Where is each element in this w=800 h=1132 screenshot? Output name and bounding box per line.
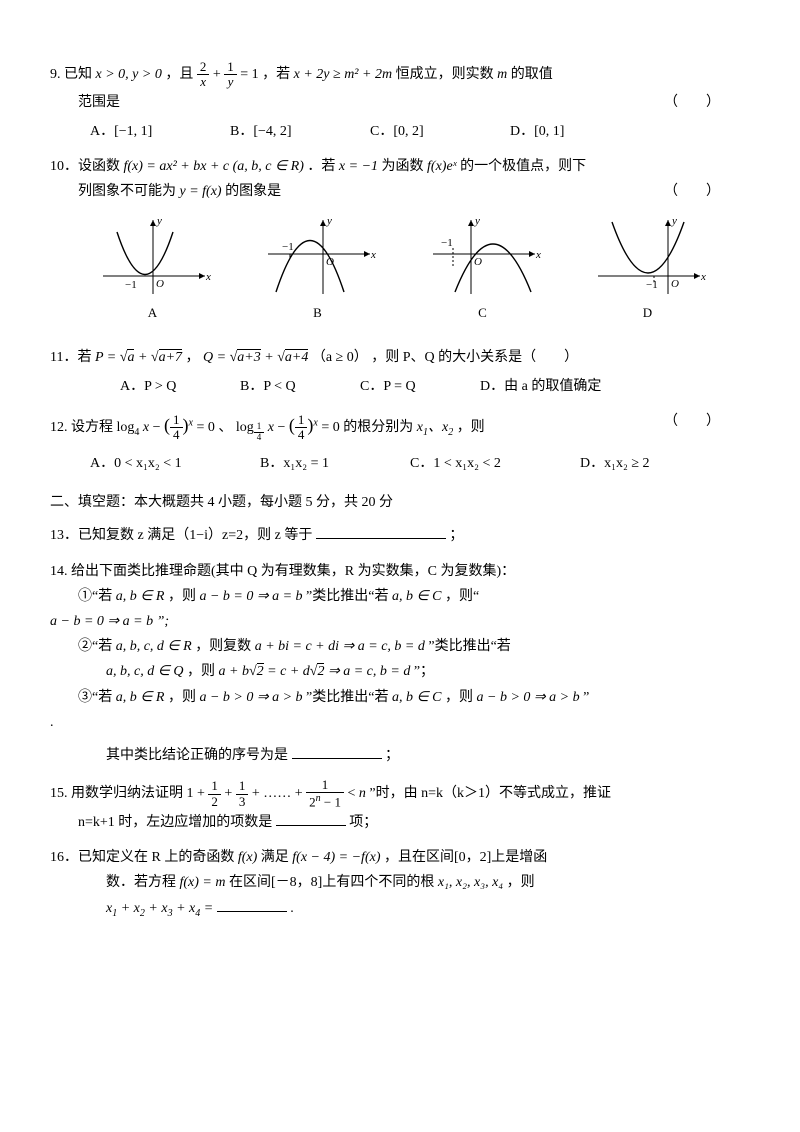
q14-item-1: ①“若 a, b ∈ R ，则 a − b = 0 ⇒ a = b ”类比推出“… [78,584,750,609]
svg-text:y: y [671,215,677,227]
graph-b: x y O −1 B [258,214,378,324]
q12-text: 12. 设方程 log4 x − (14)x = 0 、 log14 x − (… [50,420,485,435]
graph-c: x y O −1 C [423,214,543,324]
q16-line3: x1 + x2 + x3 + x4 = . [106,896,750,923]
svg-text:O: O [474,256,482,268]
graph-label-b: B [258,301,378,324]
option-d: D．[0, 1] [510,119,650,144]
option-a: A．[−1, 1] [90,119,230,144]
q15-line2: n=k+1 时，左边应增加的项数是 项； [78,810,750,835]
q11-options: A．P > Q B．P < Q C．P = Q D．由 a 的取值确定 [120,374,750,399]
option-a: A．P > Q [120,374,240,399]
question-16: 16．已知定义在 R 上的奇函数 f(x) 满足 f(x − 4) = −f(x… [50,845,750,922]
option-c: C．[0, 2] [370,119,510,144]
section-2-heading: 二、填空题：本大概题共 4 小题，每小题 5 分，共 20 分 [50,490,750,515]
answer-paren: （ ） [664,179,720,204]
question-14: 14. 给出下面类比推理命题(其中 Q 为有理数集，R 为实数集，C 为复数集)… [50,559,750,769]
svg-text:O: O [671,278,679,290]
q10-line1: 10．设函数 f(x) = ax² + bx + c (a, b, c ∈ R)… [50,159,586,174]
option-b: B．[−4, 2] [230,119,370,144]
option-c: C．1 < x₁x₂ < 2 [410,451,580,476]
svg-text:y: y [326,215,332,227]
svg-text:y: y [474,215,480,227]
graph-label-c: C [423,301,543,324]
svg-text:−1: −1 [282,241,294,253]
svg-text:y: y [156,215,162,227]
option-b: B．x₁x₂ = 1 [260,451,410,476]
question-9: 9. 已知 x > 0, y > 0 ，且 2x + 1y = 1 ，若 x +… [50,60,750,144]
svg-text:x: x [535,249,541,261]
svg-text:−1: −1 [441,237,453,249]
q14-head: 14. 给出下面类比推理命题(其中 Q 为有理数集，R 为实数集，C 为复数集)… [50,559,750,584]
q14-conclusion: 其中类比结论正确的序号为是 ； [106,743,750,768]
svg-text:x: x [700,271,706,283]
question-12: 12. 设方程 log4 x − (14)x = 0 、 log14 x − (… [50,409,750,476]
graph-label-d: D [588,301,708,324]
svg-text:O: O [156,278,164,290]
option-c: C．P = Q [360,374,480,399]
q14-item-3: ③“若 a, b ∈ R ，则 a − b > 0 ⇒ a > b ”类比推出“… [78,685,750,710]
q9-line2: 范围是 （ ） [78,90,750,115]
graph-d: x y O −1 D [588,214,708,324]
q14-item-1b: a − b = 0 ⇒ a = b ”; [50,609,750,634]
svg-text:x: x [370,249,376,261]
q14-dot: . [50,710,750,735]
q16-line2: 数．若方程 f(x) = m 在区间[－8，8]上有四个不同的根 x₁, x₂,… [106,870,750,895]
fill-blank [217,897,287,912]
q12-options: A．0 < x₁x₂ < 1 B．x₁x₂ = 1 C．1 < x₁x₂ < 2… [90,451,750,476]
q14-item-2b: a, b, c, d ∈ Q ，则 a + b√2 = c + d√2 ⇒ a … [106,659,750,684]
svg-text:x: x [205,271,211,283]
option-d: D．由 a 的取值确定 [480,374,660,399]
fill-blank [316,524,446,539]
graph-a: x y O −1 A [93,214,213,324]
q9-options: A．[−1, 1] B．[−4, 2] C．[0, 2] D．[0, 1] [90,119,750,144]
q10-line2: 列图象不可能为 y = f(x) 的图象是 （ ） [78,179,750,204]
svg-text:−1: −1 [646,279,658,291]
q9-text: 9. 已知 x > 0, y > 0 ，且 2x + 1y = 1 ，若 x +… [50,67,553,82]
question-11: 11．若 P = √a + √a+7 ， Q = √a+3 + √a+4 （a … [50,345,750,399]
answer-paren: （ ） [664,90,720,115]
fill-blank [276,811,346,826]
option-b: B．P < Q [240,374,360,399]
q10-graphs: x y O −1 A x y O −1 B [70,214,730,324]
question-13: 13．已知复数 z 满足（1−i）z=2，则 z 等于 ； [50,523,750,548]
question-10: 10．设函数 f(x) = ax² + bx + c (a, b, c ∈ R)… [50,154,750,335]
svg-text:−1: −1 [125,279,137,291]
q11-text: 11．若 P = √a + √a+7 ， Q = √a+3 + √a+4 （a … [50,349,578,365]
graph-label-a: A [93,301,213,324]
option-d: D．x₁x₂ ≥ 2 [580,451,710,476]
q14-item-2: ②“若 a, b, c, d ∈ R ，则复数 a + bi = c + di … [78,634,750,659]
fill-blank [292,744,382,759]
answer-paren: （ ） [664,409,720,434]
question-15: 15. 用数学归纳法证明 1 + 12 + 13 + …… + 12n − 1 … [50,778,750,835]
option-a: A．0 < x₁x₂ < 1 [90,451,260,476]
